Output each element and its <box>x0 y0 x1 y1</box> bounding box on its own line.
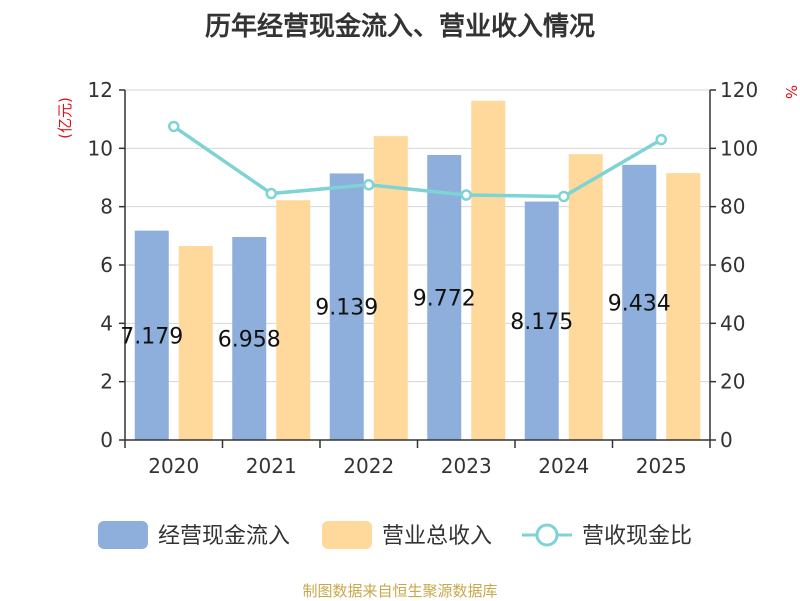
legend-swatch-revenue <box>322 521 372 549</box>
left-tick-label: 4 <box>100 311 113 335</box>
ratio-point <box>265 187 277 200</box>
legend-swatch-ratio-marker <box>535 523 559 547</box>
ratio-point <box>363 179 375 191</box>
ratio-point <box>168 120 180 133</box>
x-tick-label: 2023 <box>441 454 492 478</box>
bar-value-label: 6.958 <box>218 328 281 353</box>
bars <box>134 100 701 441</box>
revenue-bar <box>666 173 701 440</box>
right-tick-label: 0 <box>720 428 733 452</box>
x-tick-label: 2021 <box>246 454 297 478</box>
ratio-line <box>168 120 667 203</box>
x-tick-label: 2022 <box>343 454 394 478</box>
cash-inflow-bar <box>622 164 657 440</box>
ratio-point <box>558 190 570 203</box>
revenue-bar <box>471 100 506 441</box>
revenue-bar <box>178 246 213 440</box>
legend-swatch-cash-inflow <box>98 521 148 549</box>
revenue-bar <box>373 136 408 441</box>
right-tick-label: 80 <box>720 195 745 219</box>
ratio-line-path <box>172 125 663 199</box>
left-tick-label: 12 <box>88 78 113 102</box>
cash-inflow-bar <box>524 201 559 440</box>
x-tick-label: 2025 <box>636 454 687 478</box>
right-tick-label: 120 <box>720 78 758 102</box>
legend-label: 经营现金流入 <box>158 524 290 549</box>
revenue-bar <box>276 200 311 440</box>
right-tick-label: 40 <box>720 311 745 335</box>
legend: 经营现金流入 营业总收入 营收现金比 <box>98 521 692 549</box>
bar-value-label: 9.139 <box>315 296 378 321</box>
cash-inflow-bar <box>134 230 169 440</box>
left-axis-unit: (亿元) <box>56 97 74 139</box>
left-tick-label: 8 <box>100 195 113 219</box>
left-tick-label: 10 <box>88 136 113 160</box>
cash-inflow-bar <box>427 154 462 440</box>
data-source: 制图数据来自恒生聚源数据库 <box>302 582 498 600</box>
cash-inflow-bar <box>329 173 364 440</box>
bar-value-label: 9.772 <box>413 286 476 311</box>
cash-inflow-bar <box>232 237 267 440</box>
revenue-bar <box>568 154 603 440</box>
grid-lines <box>125 89 710 383</box>
bar-value-label: 9.434 <box>608 291 671 316</box>
legend-label: 营业总收入 <box>382 524 492 549</box>
x-tick-label: 2020 <box>148 454 199 478</box>
bar-value-label: 8.175 <box>510 310 573 335</box>
left-tick-label: 6 <box>100 253 113 277</box>
ratio-point <box>460 189 472 201</box>
legend-label: 营收现金比 <box>582 524 692 549</box>
right-tick-label: 60 <box>720 253 745 277</box>
right-axis-unit: % <box>782 85 800 99</box>
chart-title: 历年经营现金流入、营业收入情况 <box>204 12 595 42</box>
right-tick-label: 100 <box>720 136 758 160</box>
bar-value-labels: 7.179 6.958 9.139 9.772 8.175 9.434 <box>120 286 670 352</box>
ratio-point <box>655 133 667 146</box>
left-tick-label: 2 <box>100 370 113 394</box>
left-tick-label: 0 <box>100 428 113 452</box>
right-tick-label: 20 <box>720 370 745 394</box>
bar-value-label: 7.179 <box>120 324 183 349</box>
x-tick-label: 2024 <box>538 454 589 478</box>
